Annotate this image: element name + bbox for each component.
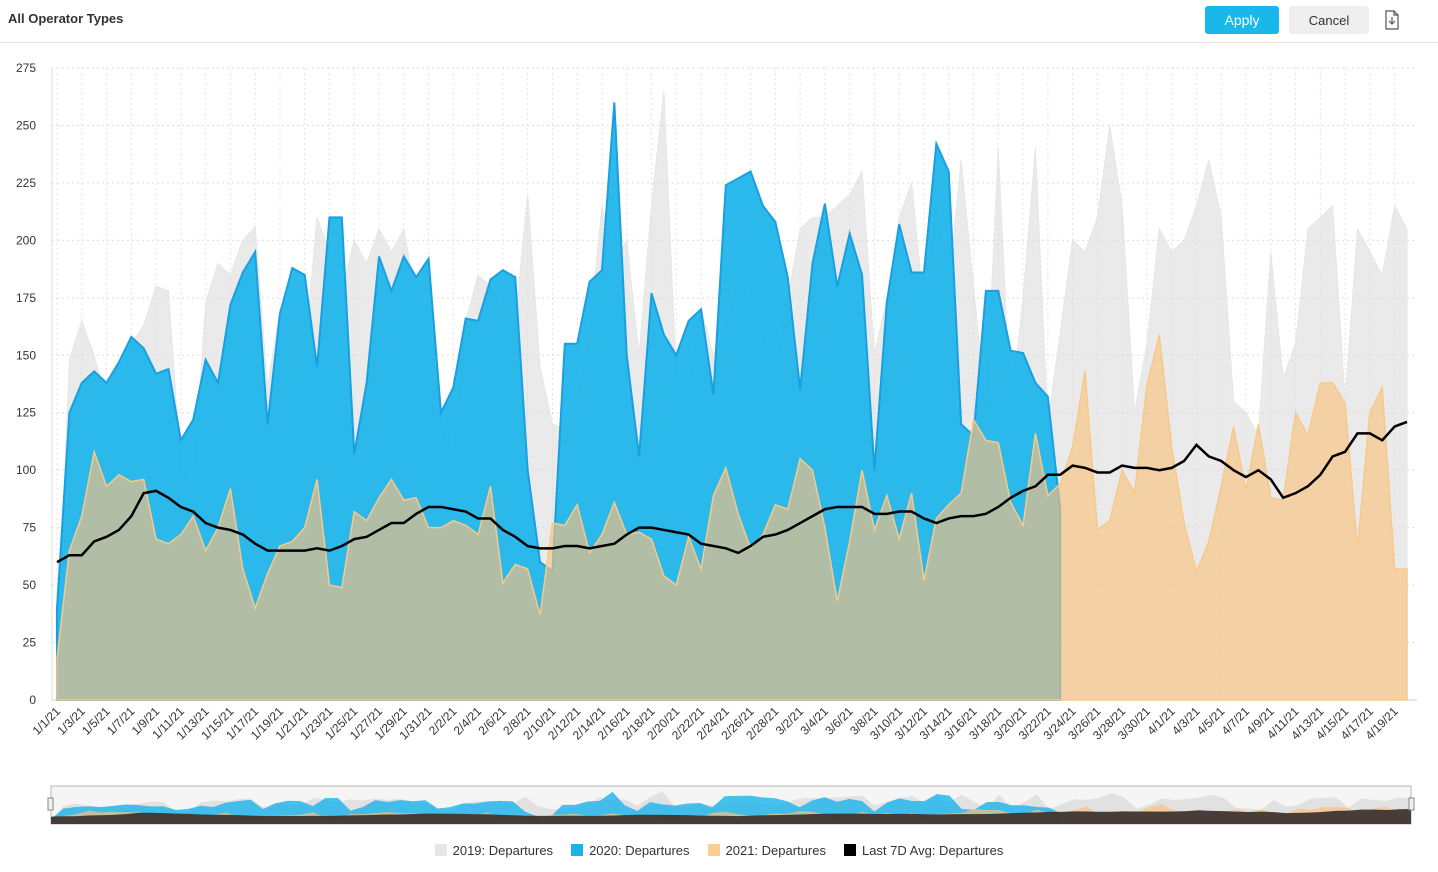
legend-label-2020: 2020: Departures [589,842,690,858]
y-tick-label: 50 [23,578,37,592]
series-2021-area [56,334,1408,701]
y-tick-label: 175 [16,291,36,305]
legend-swatch-2019 [434,844,447,856]
legend-label-2019: 2019: Departures [452,842,554,858]
legend-label-2021: 2021: Departures [725,842,826,858]
legend-label-avg: Last 7D Avg: Departures [861,842,1004,858]
legend-item-2019[interactable]: 2019: Departures [434,840,554,860]
y-tick-label: 125 [16,406,36,420]
y-tick-label: 0 [29,693,36,707]
legend-item-avg[interactable]: Last 7D Avg: Departures [843,840,1004,860]
departures-chart: 02550751001251501752002252502751/1/211/3… [16,61,1417,825]
page-title: All Operator Types [8,11,124,26]
cancel-button[interactable]: Cancel [1289,6,1369,34]
series-avg-line [56,420,1408,564]
y-tick-label: 250 [16,118,36,132]
header-bar: All Operator Types Apply Cancel [0,0,1438,43]
y-tick-label: 150 [16,348,36,362]
legend-swatch-2021 [707,844,720,856]
y-tick-label: 75 [23,521,37,535]
legend-swatch-avg [843,844,856,856]
chart-legend: 2019: Departures 2020: Departures 2021: … [0,840,1438,860]
apply-button[interactable]: Apply [1205,6,1279,34]
navigator-avg-area [51,809,1411,824]
navigator-left-handle[interactable] [47,797,54,811]
y-tick-label: 275 [16,61,36,75]
y-tick-label: 200 [16,233,36,247]
legend-item-2021[interactable]: 2021: Departures [707,840,826,860]
navigator-right-handle[interactable] [1408,797,1415,811]
export-file-icon[interactable] [1384,10,1400,30]
y-tick-label: 100 [16,463,36,477]
y-tick-label: 25 [23,636,37,650]
legend-swatch-2020 [571,844,584,856]
y-tick-label: 225 [16,176,36,190]
legend-item-2020[interactable]: 2020: Departures [571,840,690,860]
